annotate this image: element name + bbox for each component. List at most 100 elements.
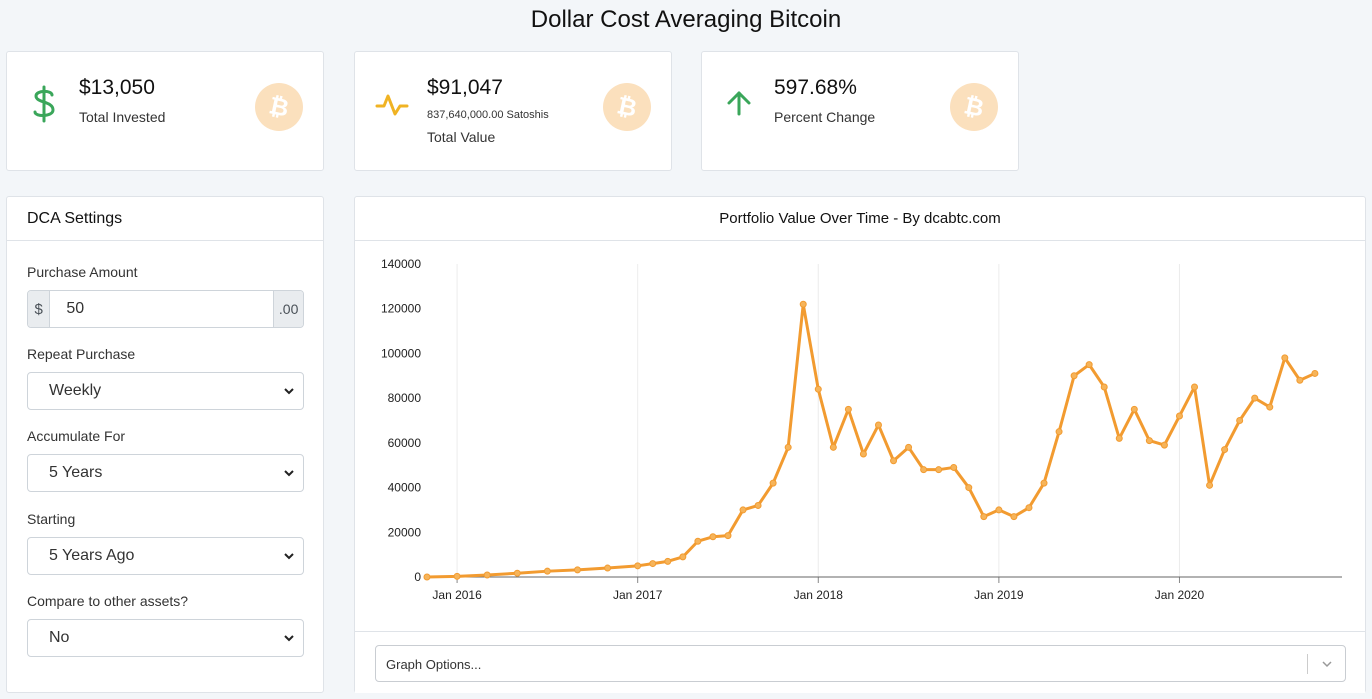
y-tick-label: 40000 [388, 481, 422, 495]
data-point [1010, 513, 1018, 521]
repeat-purchase-select[interactable]: Weekly [27, 372, 304, 410]
data-point [1100, 383, 1108, 391]
currency-prefix: $ [28, 291, 51, 327]
data-point [604, 564, 612, 572]
purchase-amount-group: $ .00 [27, 290, 304, 328]
data-point [844, 405, 852, 413]
data-point [1040, 479, 1048, 487]
data-point [1160, 441, 1168, 449]
data-point [829, 443, 837, 451]
data-point [965, 484, 973, 492]
y-tick-label: 140000 [381, 257, 421, 271]
repeat-purchase-label: Repeat Purchase [27, 346, 136, 362]
svg-text:₿: ₿ [615, 92, 640, 122]
data-point [754, 501, 762, 509]
data-point [874, 421, 882, 429]
data-point [664, 557, 672, 565]
bitcoin-icon: ₿ [950, 83, 998, 131]
graph-options-select[interactable]: Graph Options... [375, 645, 1346, 682]
data-point [1266, 403, 1274, 411]
data-point [513, 569, 521, 577]
repeat-purchase-value: Weekly [49, 382, 102, 399]
compare-assets-select[interactable]: No [27, 619, 304, 657]
data-point [1145, 437, 1153, 445]
x-tick-label: Jan 2016 [432, 588, 482, 602]
svg-text:₿: ₿ [962, 92, 987, 122]
data-point [483, 571, 491, 579]
data-point [1251, 394, 1259, 402]
data-point [1130, 405, 1138, 413]
data-point [724, 532, 732, 540]
bitcoin-icon: ₿ [603, 83, 651, 131]
svg-text:₿: ₿ [267, 92, 292, 122]
starting-value: 5 Years Ago [49, 547, 135, 564]
starting-select[interactable]: 5 Years Ago [27, 537, 304, 575]
total-invested-label: Total Invested [79, 109, 166, 125]
data-point [709, 533, 717, 541]
data-point [920, 466, 928, 474]
y-tick-label: 20000 [388, 525, 422, 539]
purchase-amount-label: Purchase Amount [27, 264, 138, 280]
percent-change-label: Percent Change [774, 109, 876, 125]
y-tick-label: 100000 [381, 346, 421, 360]
total-invested-card: $13,050 Total Invested ₿ [6, 51, 324, 171]
data-point [1025, 504, 1033, 512]
data-point [1055, 428, 1063, 436]
data-point [1206, 481, 1214, 489]
data-point [453, 572, 461, 580]
data-point [694, 537, 702, 545]
y-tick-label: 60000 [388, 436, 422, 450]
settings-title: DCA Settings [7, 197, 323, 241]
data-point [935, 466, 943, 474]
graph-options-placeholder: Graph Options... [386, 657, 482, 672]
chevron-down-icon [284, 553, 294, 560]
percent-change-value: 597.68% [774, 76, 857, 99]
data-point [1221, 446, 1229, 454]
x-tick-label: Jan 2020 [1155, 588, 1205, 602]
data-point [980, 513, 988, 521]
data-point [1281, 354, 1289, 362]
percent-change-card: 597.68% Percent Change ₿ [701, 51, 1019, 171]
select-separator [1307, 654, 1308, 674]
compare-assets-label: Compare to other assets? [27, 593, 189, 609]
data-point [573, 566, 581, 574]
data-point [1070, 372, 1078, 380]
data-point [1296, 376, 1304, 384]
purchase-amount-input[interactable] [50, 291, 274, 327]
data-point [799, 300, 807, 308]
data-point [679, 553, 687, 561]
chevron-down-icon [284, 388, 294, 395]
y-tick-label: 80000 [388, 391, 422, 405]
x-tick-label: Jan 2019 [974, 588, 1024, 602]
data-point [950, 463, 958, 471]
data-point [634, 562, 642, 570]
data-point [1175, 412, 1183, 420]
page-title: Dollar Cost Averaging Bitcoin [530, 6, 842, 33]
data-point [859, 450, 867, 458]
data-point [905, 443, 913, 451]
total-value-card: $91,047 837,640,000.00 Satoshis Total Va… [354, 51, 672, 171]
total-value-label: Total Value [427, 129, 496, 145]
accumulate-for-select[interactable]: 5 Years [27, 454, 304, 492]
starting-label: Starting [27, 511, 76, 527]
data-point [423, 573, 431, 581]
data-point [543, 567, 551, 575]
dollar-sign-icon [27, 84, 61, 124]
satoshis-amount: 837,640,000.00 Satoshis [427, 109, 549, 121]
portfolio-chart-card: Portfolio Value Over Time - By dcabtc.co… [354, 196, 1366, 693]
chart-title: Portfolio Value Over Time - By dcabtc.co… [355, 197, 1365, 241]
data-point [1236, 417, 1244, 424]
cents-suffix: .00 [273, 291, 303, 327]
total-invested-value: $13,050 [79, 76, 155, 99]
bitcoin-icon: ₿ [255, 83, 303, 131]
y-tick-label: 0 [414, 570, 421, 584]
accumulate-for-value: 5 Years [49, 464, 103, 481]
total-value-value: $91,047 [427, 76, 503, 99]
data-point [814, 385, 822, 393]
chevron-down-icon [284, 635, 294, 642]
x-tick-label: Jan 2018 [794, 588, 844, 602]
chevron-down-icon [284, 470, 294, 477]
chevron-down-icon[interactable] [1321, 658, 1333, 670]
data-point [995, 506, 1003, 514]
accumulate-for-label: Accumulate For [27, 428, 126, 444]
